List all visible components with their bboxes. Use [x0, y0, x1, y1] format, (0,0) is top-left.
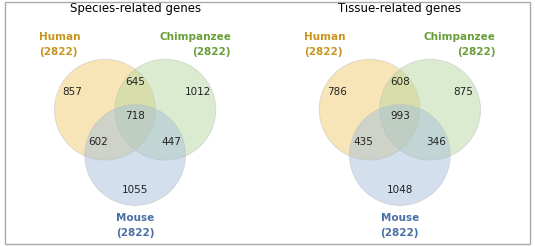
Circle shape	[55, 59, 155, 160]
Circle shape	[349, 105, 450, 205]
Text: Chimpanzee: Chimpanzee	[424, 32, 495, 42]
Circle shape	[85, 105, 186, 205]
Text: 786: 786	[327, 87, 347, 97]
Title: Species-related genes: Species-related genes	[70, 2, 201, 15]
Text: 346: 346	[426, 138, 446, 147]
Text: (2822): (2822)	[380, 228, 419, 238]
Text: 993: 993	[390, 111, 410, 121]
Text: 875: 875	[453, 87, 473, 97]
Circle shape	[115, 59, 216, 160]
Circle shape	[319, 59, 420, 160]
Text: Human: Human	[40, 32, 81, 42]
Text: (2822): (2822)	[116, 228, 155, 238]
Text: (2822): (2822)	[457, 47, 495, 57]
Text: 718: 718	[125, 111, 145, 121]
Text: 608: 608	[390, 77, 410, 87]
Text: Human: Human	[304, 32, 346, 42]
Text: 857: 857	[62, 87, 82, 97]
Text: 1055: 1055	[122, 185, 148, 195]
Text: 435: 435	[354, 138, 373, 147]
Text: 645: 645	[125, 77, 145, 87]
Title: Tissue-related genes: Tissue-related genes	[338, 2, 461, 15]
Text: (2822): (2822)	[193, 47, 231, 57]
Text: 1012: 1012	[185, 87, 211, 97]
Text: Mouse: Mouse	[381, 213, 419, 223]
Text: Chimpanzee: Chimpanzee	[159, 32, 231, 42]
Text: 447: 447	[162, 138, 181, 147]
Text: (2822): (2822)	[40, 47, 78, 57]
Text: 1048: 1048	[387, 185, 413, 195]
Text: (2822): (2822)	[304, 47, 342, 57]
Text: 602: 602	[89, 138, 109, 147]
Text: Mouse: Mouse	[116, 213, 154, 223]
Circle shape	[380, 59, 480, 160]
